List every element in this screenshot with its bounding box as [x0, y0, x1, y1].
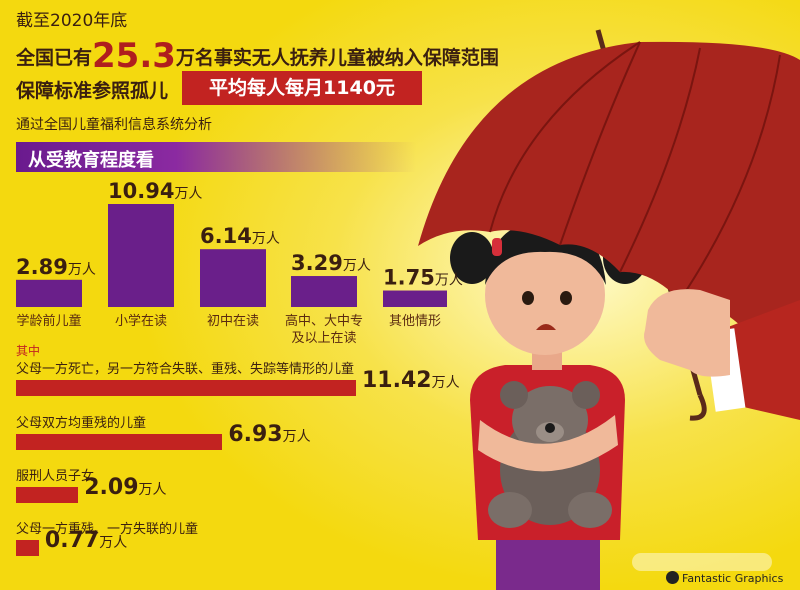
standard-value-badge: 平均每人每月1140元 [182, 71, 422, 105]
subchart-caption: 其中 [16, 344, 41, 358]
hbar-3 [16, 540, 39, 556]
bar-category-label: 父母一方重残、一方失联的儿童 [16, 522, 199, 537]
bar-value-label: 0.77万人 [44, 528, 128, 553]
bar-category-label: 及以上在读 [291, 331, 356, 346]
bar-row: 父母一方死亡，另一方符合失联、重残、失踪等情形的儿童 11.42万人 [16, 358, 460, 408]
bar-0 [16, 279, 82, 307]
bar-value-label: 6.14万人 [200, 224, 280, 248]
bar-value-label: 2.89万人 [16, 255, 96, 279]
hbar-0 [16, 380, 356, 396]
bar-category-label: 高中、大中专 [285, 313, 363, 329]
section-title: 从受教育程度看 [28, 150, 154, 171]
headline: 全国已有25.3万名事实无人抚养儿童被纳入保障范围 [16, 36, 499, 76]
bar-value-label: 6.93万人 [228, 422, 311, 447]
credit-text: Fantastic Graphics [682, 572, 784, 585]
bar-category-label: 其他情形 [389, 314, 441, 329]
bar-value-label: 10.94万人 [108, 179, 202, 203]
bar-row: 父母双方均重残的儿童 6.93万人 [16, 412, 456, 462]
bar-2 [200, 249, 266, 307]
bar-value-label: 2.09万人 [84, 475, 167, 500]
headline-suffix: 万名事实无人抚养儿童被纳入保障范围 [175, 47, 499, 69]
bar-category-label: 学龄前儿童 [16, 313, 81, 329]
headline-prefix: 全国已有 [16, 47, 93, 69]
source-note: 通过全国儿童福利信息系统分析 [16, 117, 212, 133]
bar-category-label: 小学在读 [115, 313, 167, 329]
bar-1 [108, 204, 174, 307]
bar-row: 服刑人员子女 2.09万人 [16, 465, 456, 515]
bar-value-label: 11.42万人 [362, 368, 460, 393]
girl-illustration [450, 221, 647, 590]
watermark [632, 553, 772, 571]
standard-label: 保障标准参照孤儿 [16, 80, 169, 102]
hbar-1 [16, 434, 223, 450]
date-line: 截至2020年底 [16, 11, 128, 31]
bar-value-label: 1.75万人 [383, 266, 463, 290]
bar-row: 父母一方重残、一方失联的儿童 0.77万人 [16, 518, 456, 568]
bar-category-label: 父母双方均重残的儿童 [16, 416, 147, 431]
bar-category-label: 初中在读 [207, 314, 259, 329]
bar-3 [291, 276, 357, 307]
bar-category-label: 服刑人员子女 [16, 469, 95, 484]
bar-category-label: 父母一方死亡，另一方符合失联、重残、失踪等情形的儿童 [16, 362, 355, 377]
bar-value-label: 3.29万人 [291, 251, 371, 275]
headline-number: 25.3 [92, 36, 176, 76]
credit-logo-icon [666, 571, 679, 584]
bar-4 [383, 290, 447, 307]
hand-illustration [644, 289, 800, 420]
hbar-2 [16, 487, 79, 503]
section-title-bar [16, 142, 416, 172]
